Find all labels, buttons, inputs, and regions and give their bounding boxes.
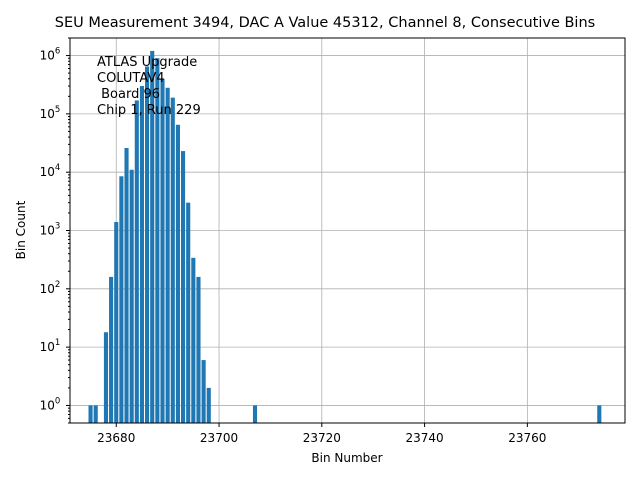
bar bbox=[206, 387, 211, 423]
annotation-line: Chip 1, Run 229 bbox=[97, 103, 201, 118]
y-tick-label: 104 bbox=[40, 163, 61, 179]
bar bbox=[201, 360, 206, 423]
bar bbox=[191, 257, 196, 423]
y-tick-label: 106 bbox=[40, 47, 61, 63]
bar bbox=[93, 405, 98, 423]
bar bbox=[134, 100, 139, 423]
y-tick-label: 100 bbox=[40, 396, 61, 412]
bars bbox=[88, 50, 602, 424]
bar bbox=[139, 86, 144, 423]
bar bbox=[150, 50, 155, 424]
x-tick-label: 23760 bbox=[508, 431, 546, 445]
bar bbox=[597, 405, 602, 423]
bar bbox=[114, 221, 119, 423]
bar bbox=[196, 276, 201, 423]
bar bbox=[170, 97, 175, 423]
bar bbox=[88, 405, 93, 423]
bar bbox=[109, 276, 114, 423]
y-ticks: 100 101 102 103 104 105 106 bbox=[40, 37, 70, 424]
bar bbox=[119, 176, 124, 423]
y-tick-label: 105 bbox=[40, 105, 61, 121]
annotation-line: COLUTAV4 bbox=[97, 71, 165, 86]
x-tick-label: 23720 bbox=[303, 431, 341, 445]
bar bbox=[155, 58, 160, 423]
bar bbox=[145, 66, 150, 423]
y-tick-label: 103 bbox=[40, 222, 61, 238]
bar bbox=[103, 332, 109, 423]
y-tick-label: 101 bbox=[40, 338, 61, 354]
bar bbox=[124, 147, 129, 423]
bar bbox=[186, 202, 191, 423]
bar bbox=[252, 405, 258, 423]
x-tick-label: 23740 bbox=[405, 431, 443, 445]
bar bbox=[160, 78, 165, 423]
chart-title: SEU Measurement 3494, DAC A Value 45312,… bbox=[55, 15, 595, 31]
y-axis-label: Bin Count bbox=[14, 200, 28, 259]
annotation-line: ATLAS Upgrade bbox=[97, 55, 197, 70]
x-tick-label: 23700 bbox=[200, 431, 238, 445]
bar bbox=[181, 151, 186, 423]
x-tick-label: 23680 bbox=[97, 431, 135, 445]
annotation-line: Board 96 bbox=[97, 87, 160, 102]
bar bbox=[165, 87, 170, 424]
bar bbox=[175, 124, 180, 423]
x-axis-label: Bin Number bbox=[311, 451, 382, 465]
bar bbox=[129, 169, 134, 423]
x-ticks: 23680 23700 23720 23740 23760 bbox=[97, 423, 546, 445]
y-tick-label: 102 bbox=[40, 280, 61, 296]
